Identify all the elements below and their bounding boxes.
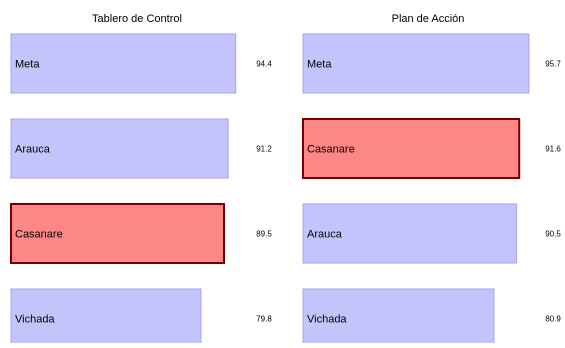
value-label-plan-casanare: 91.6 <box>545 145 561 154</box>
bar-label-tablero-meta: Meta <box>15 59 40 71</box>
bar-plan-meta <box>302 33 530 94</box>
bar-label-tablero-vichada: Vichada <box>15 314 55 326</box>
bar-label-plan-meta: Meta <box>307 59 332 71</box>
panel-tablero: Tablero de Control Meta 94.4 Arauca 91.2 Cas… <box>10 13 272 348</box>
bar-tablero-vichada <box>10 288 202 348</box>
value-label-tablero-casanare: 89.5 <box>256 230 272 239</box>
bar-label-plan-arauca: Arauca <box>307 229 343 241</box>
value-label-plan-meta: 95.7 <box>545 60 561 69</box>
bar-label-tablero-arauca: Arauca <box>15 144 51 156</box>
panel-title-plan: Plan de Acción <box>392 13 465 25</box>
panel-title-tablero: Tablero de Control <box>92 13 182 25</box>
bar-plan-casanare <box>302 118 521 179</box>
bar-label-plan-vichada: Vichada <box>307 314 347 326</box>
bar-group-tablero: Meta 94.4 Arauca 91.2 Casanare 89.5 Vichada 79.… <box>10 33 272 348</box>
bar-plan-arauca <box>302 203 518 264</box>
bar-tablero-arauca <box>10 118 229 179</box>
bar-plan-vichada <box>302 288 495 348</box>
panel-plan: Plan de Acción Meta 95.7 Casanare 91.6 Arauc… <box>302 13 561 348</box>
bar-tablero-meta <box>10 33 237 94</box>
value-label-tablero-meta: 94.4 <box>256 60 272 69</box>
value-label-plan-vichada: 80.9 <box>545 315 561 324</box>
bar-tablero-casanare <box>10 203 225 264</box>
bar-label-plan-casanare: Casanare <box>307 144 355 156</box>
value-label-tablero-vichada: 79.8 <box>256 315 272 324</box>
bar-group-plan: Meta 95.7 Casanare 91.6 Arauca 90.5 Vichada 80.… <box>302 33 561 348</box>
value-label-plan-arauca: 90.5 <box>545 230 561 239</box>
value-label-tablero-arauca: 91.2 <box>256 145 272 154</box>
bar-label-tablero-casanare: Casanare <box>15 229 63 241</box>
